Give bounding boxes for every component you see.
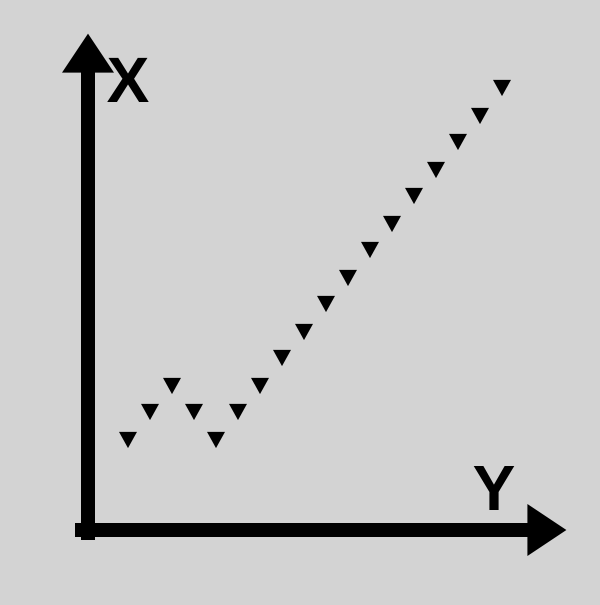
axis-label-x: X — [107, 48, 150, 112]
axis-label-y: Y — [473, 456, 516, 520]
